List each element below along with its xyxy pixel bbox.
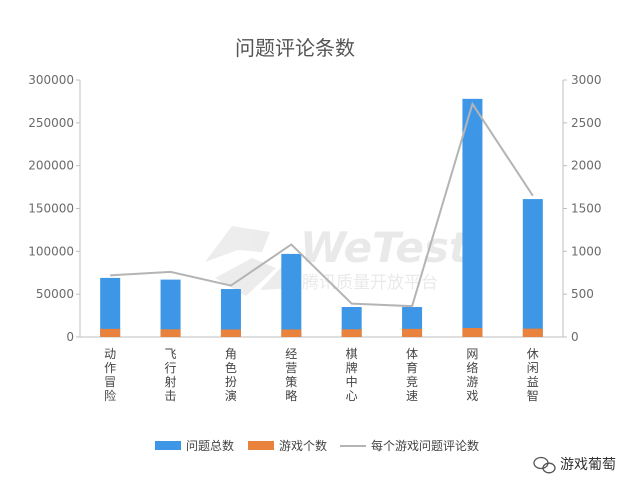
y-right-tick-label: 2000: [571, 159, 602, 173]
bar-games: [522, 328, 543, 337]
bar-total: [220, 289, 241, 337]
y-left-tick-label: 0: [66, 330, 74, 344]
x-category-label: 经营策略: [285, 347, 297, 403]
y-right-tick-label: 2500: [571, 116, 602, 130]
legend-swatch-games: [248, 441, 274, 450]
chart-title: 问题评论条数: [235, 36, 355, 60]
bar-games: [402, 328, 423, 337]
watermark-logo-icon: [205, 226, 294, 296]
legend-label-games: 游戏个数: [279, 438, 327, 453]
bar-games: [220, 329, 241, 337]
bar-games: [160, 329, 181, 337]
legend-label-total: 问题总数: [186, 438, 234, 453]
x-category-label: 飞行射击: [165, 347, 177, 403]
bar-total: [462, 98, 483, 337]
y-left-tick-label: 150000: [28, 202, 74, 216]
bar-total: [281, 253, 302, 337]
series-line-ratio: [110, 101, 534, 308]
x-category-label: 角色扮演: [225, 347, 237, 403]
y-right-ticks: 0 500 1000 1500 2000 2500 3000: [563, 73, 602, 344]
y-left-tick-label: 100000: [28, 244, 74, 258]
x-labels: 动作冒险 飞行射击 角色扮演 经营策略 棋牌中心 体育竞速 网络游戏 休闲益智: [104, 347, 539, 403]
legend-swatch-total: [155, 441, 181, 450]
x-category-label: 网络游戏: [466, 347, 478, 403]
bar-games: [281, 329, 302, 337]
bar-games: [100, 328, 121, 337]
bar-games: [341, 329, 362, 337]
bar-total: [160, 279, 181, 337]
y-right-tick-label: 1500: [571, 202, 602, 216]
bars: [100, 98, 543, 337]
y-left-ticks: 0 50000 100000 150000 200000 250000 300000: [28, 73, 80, 344]
legend-label-ratio: 每个游戏问题评论数: [371, 438, 479, 453]
x-category-label: 棋牌中心: [346, 347, 358, 403]
y-left-tick-label: 50000: [36, 287, 74, 301]
brand-name: 游戏葡萄: [560, 457, 616, 473]
legend: 问题总数 游戏个数 每个游戏问题评论数: [155, 438, 479, 453]
x-category-label: 休闲益智: [527, 347, 539, 403]
y-left-tick-label: 300000: [28, 73, 74, 87]
bar-total: [100, 277, 121, 337]
brand: 游戏葡萄: [533, 456, 616, 474]
y-right-tick-label: 0: [571, 330, 579, 344]
bar-total: [522, 199, 543, 337]
watermark-main: WeTest: [300, 223, 471, 272]
y-right-tick-label: 3000: [571, 73, 602, 87]
x-category-label: 体育竞速: [406, 347, 418, 403]
y-right-tick-label: 1000: [571, 244, 602, 258]
wechat-icon: [533, 456, 556, 474]
watermark: WeTest 腾讯质量开放平台: [205, 223, 471, 296]
y-right-tick-label: 500: [571, 287, 594, 301]
y-left-tick-label: 250000: [28, 116, 74, 130]
y-left-tick-label: 200000: [28, 159, 74, 173]
x-category-label: 动作冒险: [104, 347, 116, 403]
bar-games: [462, 328, 483, 337]
